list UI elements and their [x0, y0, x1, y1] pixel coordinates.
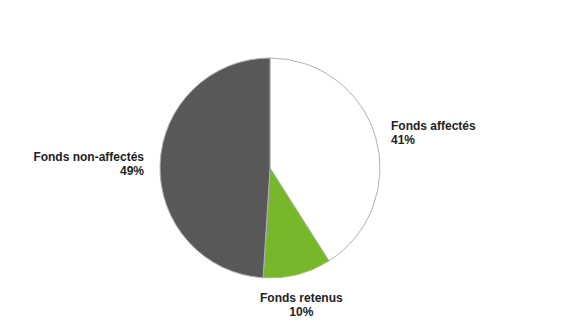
slice-value-label: 10%	[289, 305, 313, 319]
slices	[160, 58, 380, 278]
slice-value-label: 49%	[120, 164, 144, 178]
labels: Fonds affectés41% Fonds retenus10% Fonds n…	[33, 119, 476, 319]
chart: Fonds affectés41% Fonds retenus10% Fonds n…	[0, 0, 576, 336]
pie-slice	[263, 168, 329, 278]
slice-category-label: Fonds retenus	[260, 291, 343, 305]
pie-slice	[160, 58, 270, 278]
slice-value-label: 41%	[391, 133, 415, 147]
slice-category-label: Fonds affectés	[391, 119, 476, 133]
chart-container: Fonds affectés41% Fonds retenus10% Fonds n…	[0, 0, 576, 336]
slice-category-label: Fonds non-affectés	[33, 150, 144, 164]
